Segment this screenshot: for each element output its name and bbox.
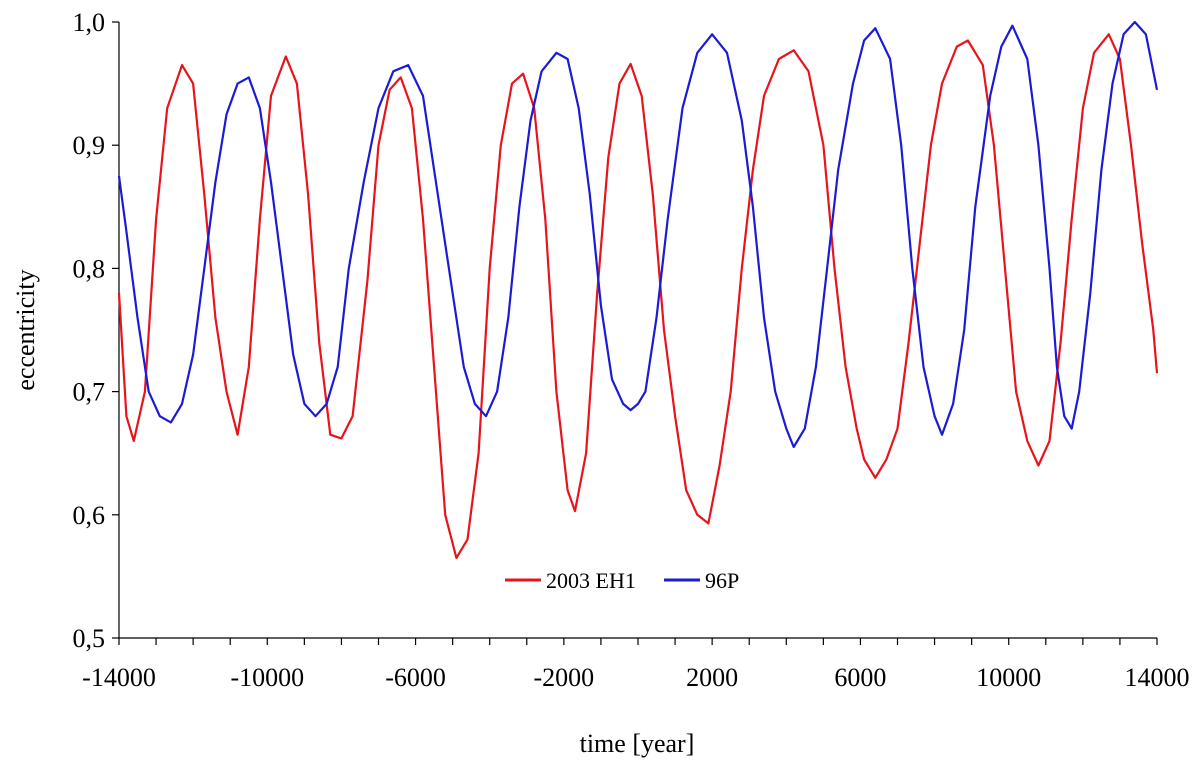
x-tick-label: 14000 [1125, 663, 1190, 692]
axes [118, 22, 1157, 639]
x-tick-label: -14000 [82, 663, 156, 692]
legend: 2003 EH1 96P [505, 568, 739, 593]
y-tick-label: 0,6 [73, 501, 106, 530]
x-tick-label: 10000 [976, 663, 1041, 692]
y-axis-title: eccentricity [11, 269, 40, 390]
y-tick-label: 0,7 [73, 378, 106, 407]
y-tick-label: 0,5 [73, 624, 106, 653]
legend-label-96p: 96P [705, 568, 739, 593]
legend-label-2003-eh1: 2003 EH1 [546, 568, 636, 593]
x-tick-label: -2000 [534, 663, 595, 692]
y-tick-label: 1,0 [73, 8, 106, 37]
series-line-96p [117, 20, 1159, 449]
y-tick-label: 0,8 [73, 254, 106, 283]
x-axis-title: time [year] [580, 729, 695, 758]
tick-labels: 0,5 0,6 0,7 0,8 0,9 1,0 -14000 -10000 -6000 -2000… [73, 8, 1190, 692]
x-tick-label: 2000 [686, 663, 738, 692]
tick-marks [112, 21, 1158, 645]
y-tick-label: 0,9 [73, 131, 106, 160]
series-lines [117, 20, 1159, 559]
x-tick-label: 6000 [834, 663, 886, 692]
x-tick-label: -6000 [385, 663, 446, 692]
x-tick-label: -10000 [230, 663, 304, 692]
series-line-2003-eh1 [117, 33, 1159, 559]
